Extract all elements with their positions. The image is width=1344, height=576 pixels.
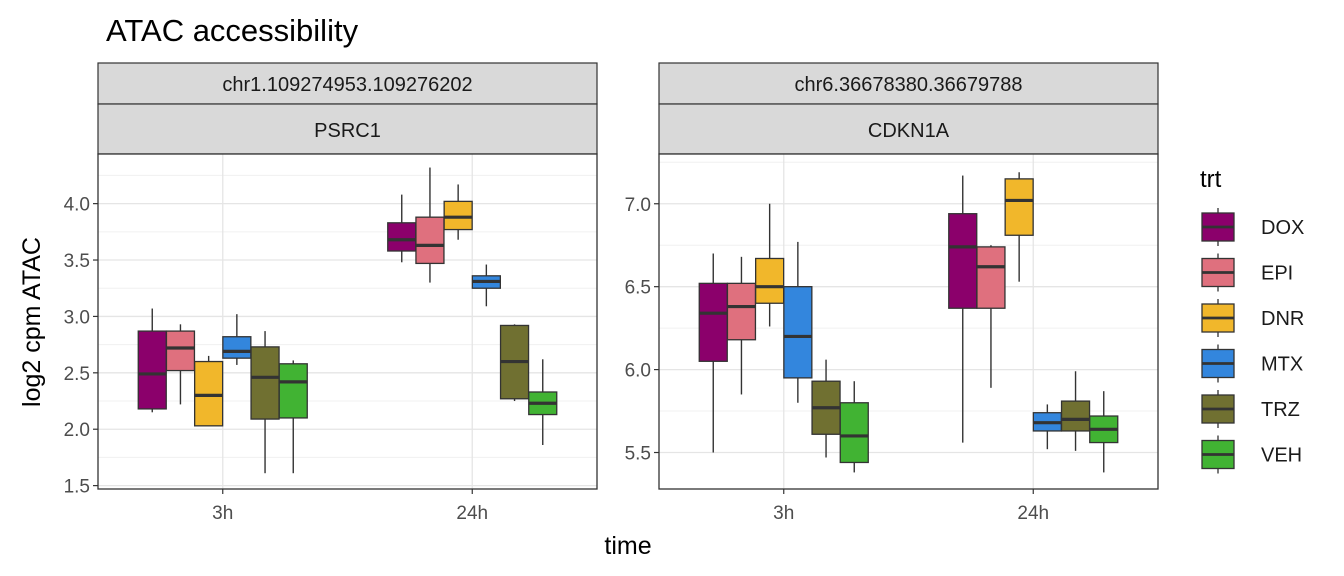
legend-item-trz: TRZ — [1201, 390, 1300, 428]
legend-label: EPI — [1261, 263, 1293, 285]
box-dnr-24h — [443, 184, 473, 240]
box-dnr-24h — [1004, 172, 1034, 282]
y-tick-label: 4.0 — [64, 195, 90, 216]
y-tick-label: 3.5 — [64, 251, 90, 272]
box-mtx-24h — [1032, 404, 1062, 450]
box-iqr — [948, 213, 978, 309]
box-dox-3h — [137, 308, 167, 413]
x-tick-label: 3h — [212, 503, 233, 524]
y-tick-label: 6.5 — [625, 278, 651, 299]
box-veh-24h — [528, 359, 558, 446]
y-tick-label: 5.5 — [625, 444, 651, 465]
box-iqr — [698, 282, 728, 362]
box-iqr — [443, 200, 473, 231]
box-dox-3h — [698, 253, 728, 453]
plot-area-psrc1: 1.5 2.0 2.5 3.0 3.5 4.0 3h 24h — [64, 153, 598, 524]
box-veh-3h — [278, 360, 308, 474]
legend-item-dnr: DNR — [1201, 299, 1304, 337]
box-dnr-3h — [193, 355, 224, 427]
box-epi-24h — [415, 167, 445, 283]
box-trz-24h — [1060, 371, 1091, 451]
legend: trt DOX EPI DNR MTX TRZ VEH — [1200, 166, 1304, 474]
x-tick-label: 3h — [773, 503, 794, 524]
strip-top-cdkn1a — [658, 62, 1159, 105]
box-dnr-3h — [755, 203, 785, 327]
strip-top-label-cdkn1a: chr6.36678380.36679788 — [795, 74, 1023, 96]
y-tick-label: 7.0 — [625, 195, 651, 216]
legend-label: TRZ — [1261, 399, 1300, 421]
panel-border — [97, 153, 598, 490]
x-tick-label: 24h — [1017, 503, 1049, 524]
panel-border — [658, 153, 1159, 490]
x-tick-label: 24h — [456, 503, 488, 524]
x-axis-title: time — [604, 532, 651, 560]
box-iqr — [839, 402, 869, 464]
box-trz-3h — [811, 359, 841, 458]
legend-label: VEH — [1261, 445, 1302, 467]
box-iqr — [193, 360, 224, 427]
y-tick-label: 2.5 — [64, 364, 90, 385]
legend-label: DNR — [1261, 308, 1304, 330]
legend-item-dox: DOX — [1201, 208, 1304, 246]
legend-title: trt — [1200, 166, 1222, 193]
box-iqr — [415, 216, 445, 265]
y-tick-label: 6.0 — [625, 361, 651, 382]
panel-background — [98, 154, 597, 489]
box-iqr — [783, 286, 813, 379]
strip-bottom-psrc1 — [97, 103, 598, 155]
box-iqr — [278, 363, 308, 419]
y-axis-title: log2 cpm ATAC — [18, 237, 46, 407]
y-tick-label: 3.0 — [64, 307, 90, 328]
box-epi-24h — [976, 245, 1006, 388]
strip-bottom-label-cdkn1a: CDKN1A — [868, 120, 950, 142]
y-tick-label: 1.5 — [64, 477, 90, 498]
plot-area-cdkn1a: 5.5 6.0 6.5 7.0 3h 24h — [625, 153, 1159, 524]
box-trz-3h — [250, 331, 280, 474]
box-iqr — [387, 222, 417, 252]
legend-label: DOX — [1261, 217, 1304, 239]
box-epi-3h — [726, 256, 757, 395]
legend-item-veh: VEH — [1201, 435, 1302, 474]
box-dox-24h — [948, 175, 978, 443]
panel-cdkn1a: chr6.36678380.36679788 CDKN1A 5.5 6.0 6.5 7… — [625, 62, 1159, 524]
strip-top-label-psrc1: chr1.109274953.109276202 — [222, 74, 472, 96]
box-mtx-24h — [471, 264, 502, 307]
box-trz-24h — [499, 324, 530, 402]
box-iqr — [165, 330, 196, 372]
legend-item-epi: EPI — [1201, 253, 1293, 292]
chart-title: ATAC accessibility — [106, 13, 359, 48]
box-epi-3h — [165, 324, 196, 405]
box-iqr — [1060, 400, 1091, 432]
box-iqr — [137, 330, 167, 410]
strip-top-psrc1 — [97, 62, 598, 105]
box-dox-24h — [387, 194, 417, 263]
box-iqr — [976, 246, 1006, 309]
box-iqr — [1004, 178, 1034, 236]
box-veh-24h — [1089, 391, 1119, 473]
y-tick-label: 2.0 — [64, 420, 90, 441]
legend-label: MTX — [1261, 354, 1303, 376]
legend-item-mtx: MTX — [1201, 344, 1303, 383]
box-iqr — [726, 282, 757, 341]
box-veh-3h — [839, 381, 869, 473]
strip-bottom-cdkn1a — [658, 103, 1159, 155]
box-iqr — [755, 257, 785, 304]
box-iqr — [250, 346, 280, 420]
strip-bottom-label-psrc1: PSRC1 — [314, 120, 381, 142]
box-iqr — [222, 336, 252, 359]
box-mtx-3h — [783, 241, 813, 403]
panel-psrc1: chr1.109274953.109276202 PSRC1 1.5 2.0 2.5… — [64, 62, 598, 524]
